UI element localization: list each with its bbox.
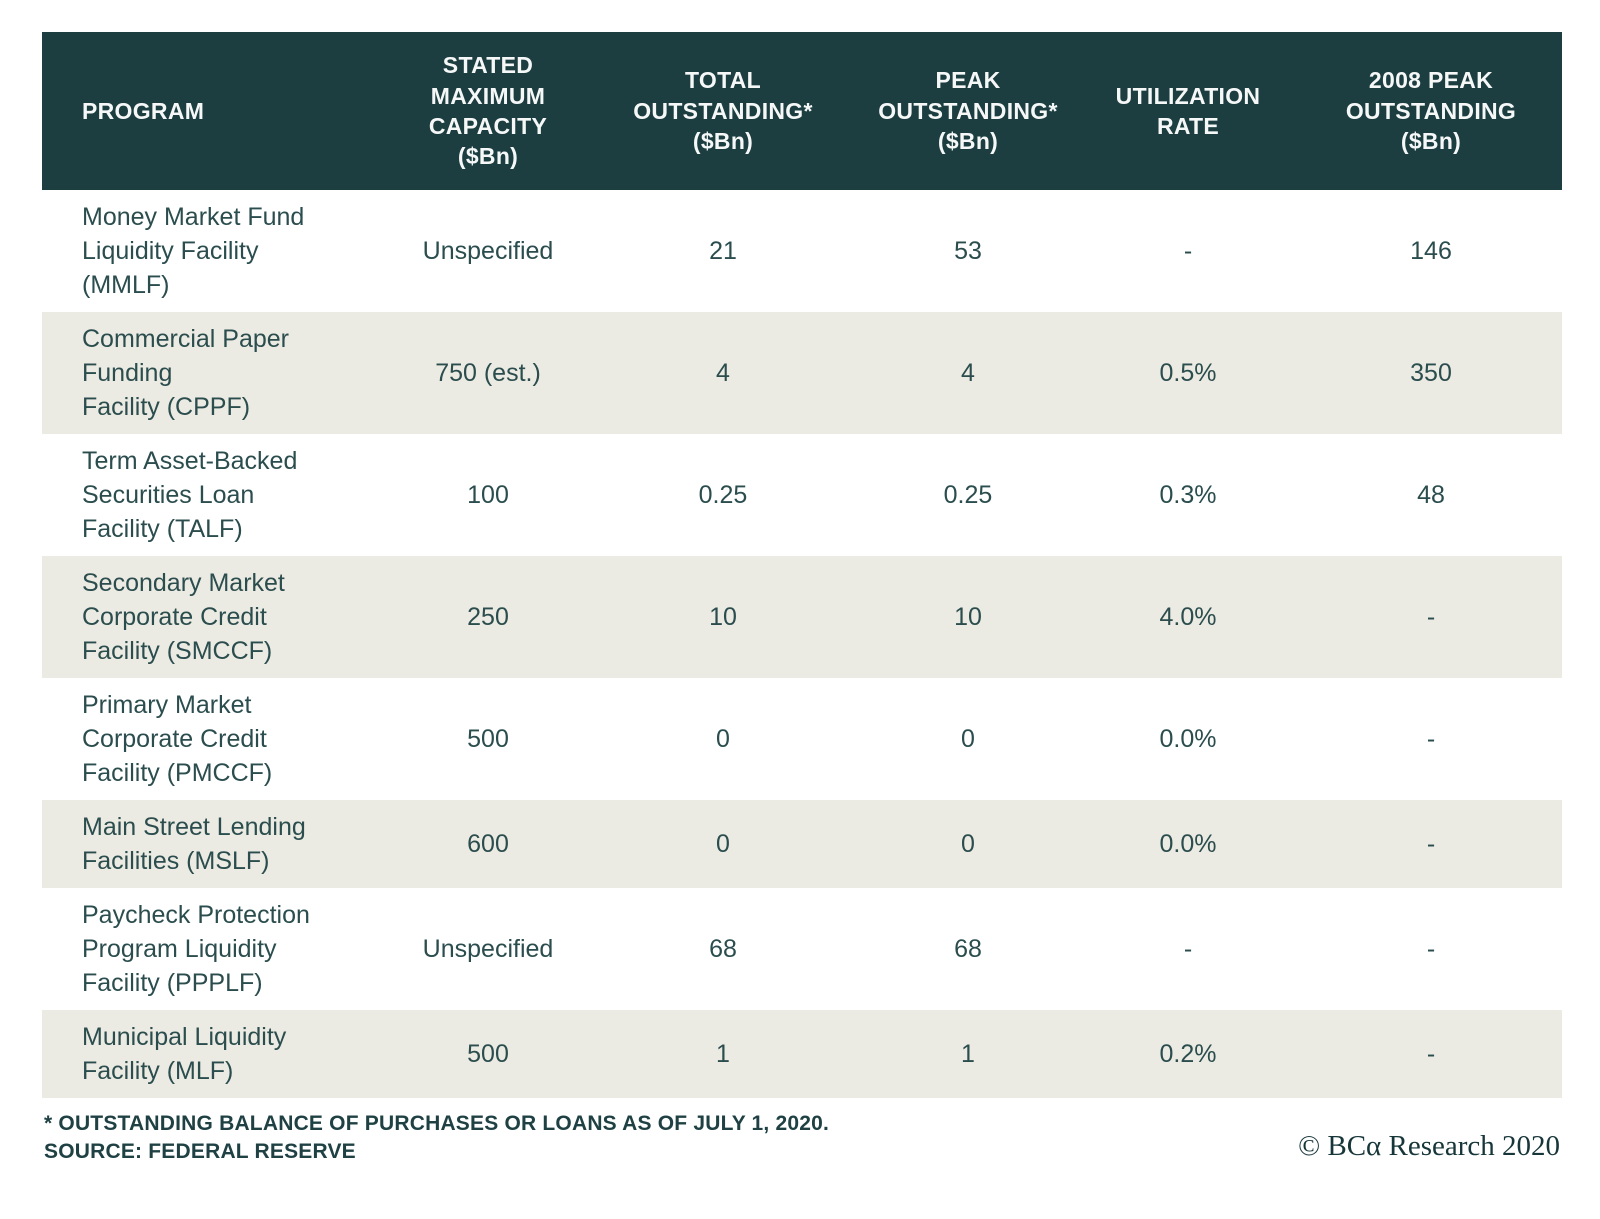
table-row-pmccf: Primary Market Corporate Credit Facility… xyxy=(42,678,1562,800)
program-cell: Commercial Paper Funding Facility (CPPF) xyxy=(82,325,290,421)
utilization-rate-cell: 0.2% xyxy=(1159,1039,1217,1068)
utilization-rate-cell: 0.5% xyxy=(1159,358,1217,387)
total-outstanding-cell: 4 xyxy=(716,358,730,387)
capacity-cell: 100 xyxy=(467,480,509,509)
capacity-cell: 500 xyxy=(467,1039,509,1068)
program-cell: Secondary Market Corporate Credit Facili… xyxy=(82,569,285,665)
table-row-talf: Term Asset-Backed Securities Loan Facili… xyxy=(42,434,1562,556)
total-outstanding-cell: 1 xyxy=(716,1039,730,1068)
total-outstanding-cell: 0.25 xyxy=(698,480,748,509)
capacity-cell: Unspecified xyxy=(422,236,554,265)
table-row-cppf: Commercial Paper Funding Facility (CPPF)… xyxy=(42,312,1562,434)
footer: * OUTSTANDING BALANCE OF PURCHASES OR LO… xyxy=(44,1110,1560,1165)
peak-2008-cell: - xyxy=(1426,934,1436,963)
peak-2008-cell: 350 xyxy=(1410,358,1452,387)
peak-outstanding-cell: 68 xyxy=(954,934,982,963)
peak-2008-cell: - xyxy=(1426,724,1436,753)
program-cell: Money Market Fund Liquidity Facility (MM… xyxy=(82,203,305,299)
table-row-mlf: Municipal Liquidity Facility (MLF) 500 1… xyxy=(42,1010,1562,1098)
utilization-rate-cell: 4.0% xyxy=(1159,602,1217,631)
peak-outstanding-cell: 53 xyxy=(954,236,982,265)
program-cell: Main Street Lending Facilities (MSLF) xyxy=(82,813,306,875)
utilization-rate-cell: 0.0% xyxy=(1159,724,1217,753)
peak-2008-cell: - xyxy=(1426,1039,1436,1068)
peak-outstanding-cell: 0 xyxy=(961,724,975,753)
table-row-ppplf: Paycheck Protection Program Liquidity Fa… xyxy=(42,888,1562,1010)
column-header-utilization-rate: UTILIZATION RATE xyxy=(1115,82,1261,139)
column-header-stated-maximum-capacity: STATED MAXIMUM CAPACITY ($Bn) xyxy=(428,52,548,170)
utilization-rate-cell: - xyxy=(1183,236,1193,265)
program-cell: Primary Market Corporate Credit Facility… xyxy=(82,691,273,787)
table-header-row: PROGRAM STATED MAXIMUM CAPACITY ($Bn) TO… xyxy=(42,32,1562,190)
fed-programs-table: PROGRAM STATED MAXIMUM CAPACITY ($Bn) TO… xyxy=(42,32,1562,1098)
program-cell: Term Asset-Backed Securities Loan Facili… xyxy=(82,447,298,543)
capacity-cell: 600 xyxy=(467,829,509,858)
peak-outstanding-cell: 4 xyxy=(961,358,975,387)
capacity-cell: 500 xyxy=(467,724,509,753)
peak-2008-cell: - xyxy=(1426,602,1436,631)
capacity-cell: 750 (est.) xyxy=(435,358,541,387)
total-outstanding-cell: 68 xyxy=(709,934,737,963)
column-header-total-outstanding: TOTAL OUTSTANDING* ($Bn) xyxy=(633,67,813,155)
table-row-mslf: Main Street Lending Facilities (MSLF) 60… xyxy=(42,800,1562,888)
program-cell: Municipal Liquidity Facility (MLF) xyxy=(82,1023,287,1085)
bca-research-copyright: © BCα Research 2020 xyxy=(1298,1130,1560,1163)
column-header-2008-peak-outstanding: 2008 PEAK OUTSTANDING ($Bn) xyxy=(1345,67,1517,155)
capacity-cell: Unspecified xyxy=(422,934,554,963)
program-cell: Paycheck Protection Program Liquidity Fa… xyxy=(82,901,310,997)
peak-2008-cell: - xyxy=(1426,829,1436,858)
utilization-rate-cell: 0.3% xyxy=(1159,480,1217,509)
peak-outstanding-cell: 0.25 xyxy=(943,480,993,509)
column-header-peak-outstanding: PEAK OUTSTANDING* ($Bn) xyxy=(878,67,1058,155)
total-outstanding-cell: 0 xyxy=(716,829,730,858)
capacity-cell: 250 xyxy=(467,602,509,631)
peak-2008-cell: 48 xyxy=(1417,480,1445,509)
total-outstanding-cell: 0 xyxy=(716,724,730,753)
utilization-rate-cell: - xyxy=(1183,934,1193,963)
table-row-smccf: Secondary Market Corporate Credit Facili… xyxy=(42,556,1562,678)
table-row-mmlf: Money Market Fund Liquidity Facility (MM… xyxy=(42,190,1562,312)
peak-outstanding-cell: 0 xyxy=(961,829,975,858)
peak-2008-cell: 146 xyxy=(1410,236,1452,265)
total-outstanding-cell: 21 xyxy=(709,236,737,265)
utilization-rate-cell: 0.0% xyxy=(1159,829,1217,858)
peak-outstanding-cell: 10 xyxy=(954,602,982,631)
total-outstanding-cell: 10 xyxy=(709,602,737,631)
peak-outstanding-cell: 1 xyxy=(961,1039,975,1068)
column-header-program: PROGRAM xyxy=(82,97,205,124)
footnote-text: * OUTSTANDING BALANCE OF PURCHASES OR LO… xyxy=(44,1112,830,1163)
